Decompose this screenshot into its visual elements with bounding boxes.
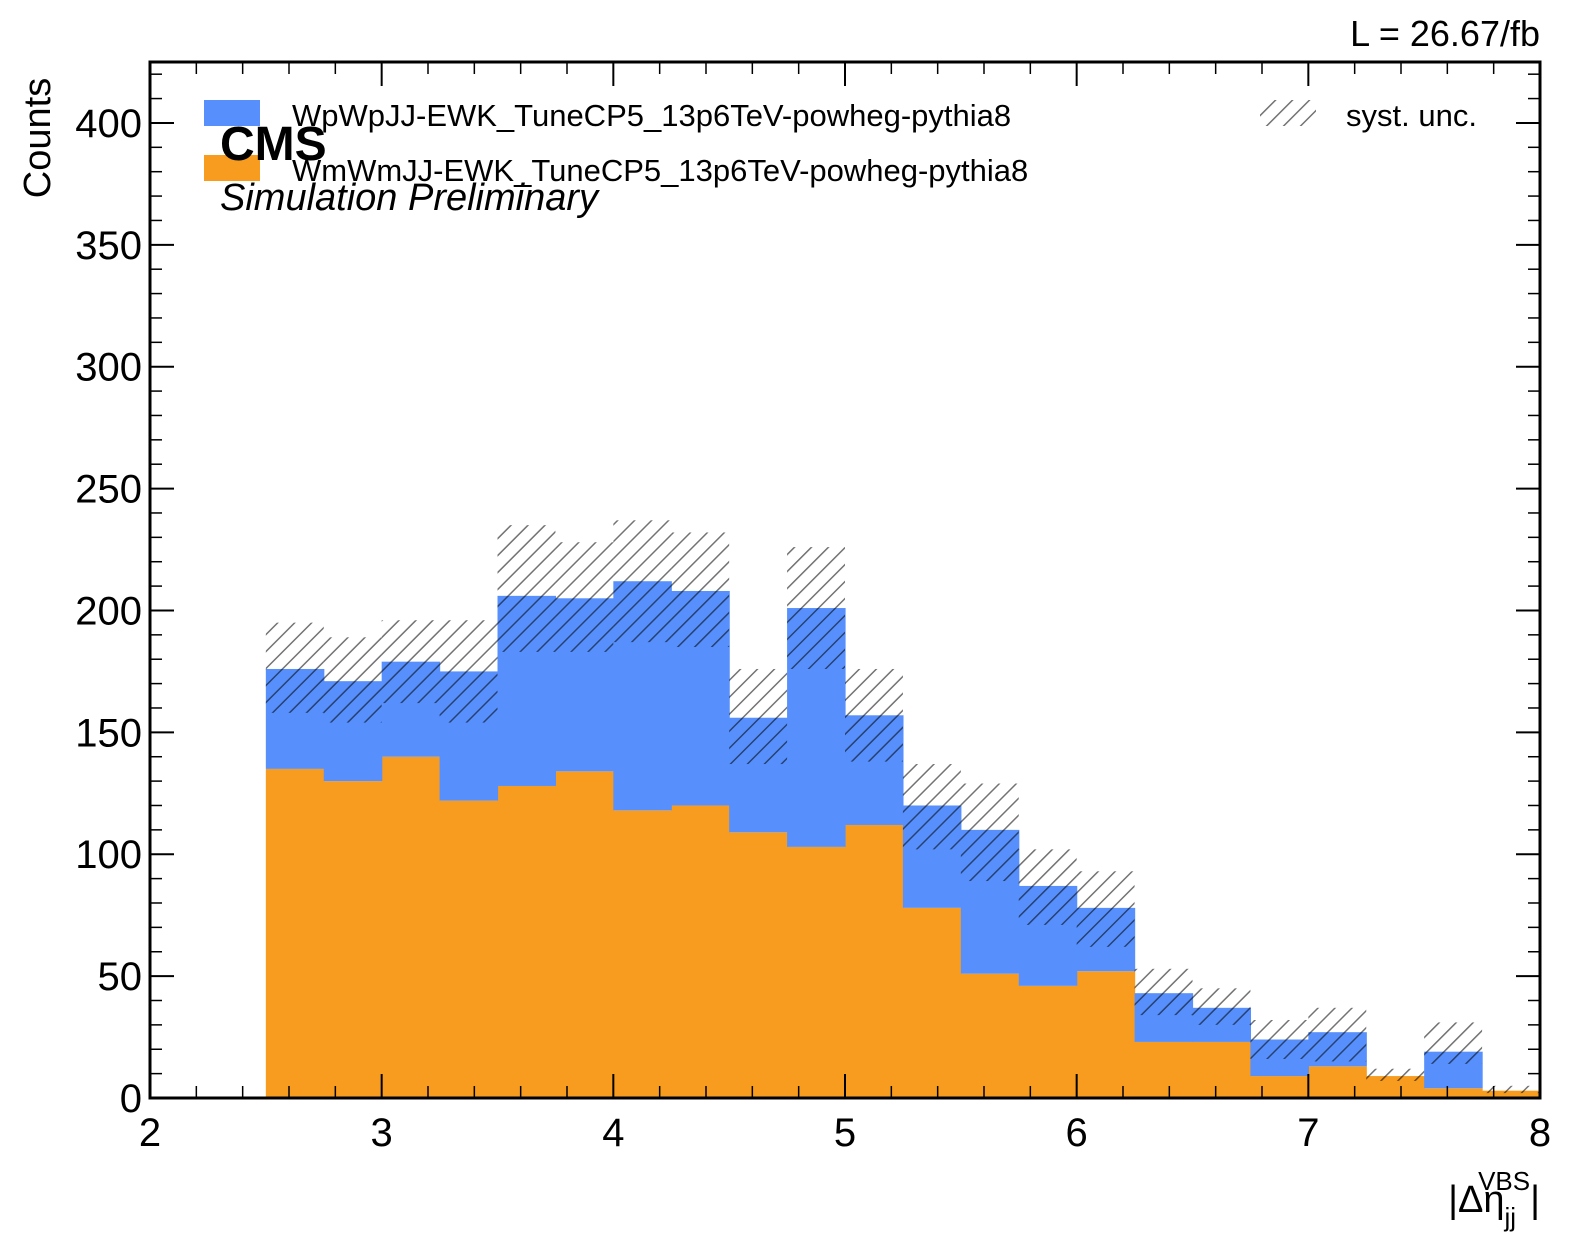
syst-band-6 <box>497 525 556 652</box>
x-tick-label: 5 <box>834 1111 856 1155</box>
syst-band-9 <box>671 532 730 648</box>
legend-swatch-wmwm <box>204 155 260 181</box>
bar-wmwm-13 <box>902 907 962 1098</box>
luminosity-label: L = 26.67/fb <box>1350 13 1540 54</box>
syst-band-12 <box>845 668 903 762</box>
bar-wmwm-6 <box>497 785 557 1098</box>
syst-band-23 <box>1482 1085 1540 1094</box>
syst-band-7 <box>555 542 614 652</box>
syst-band-2 <box>265 622 324 713</box>
bar-wmwm-15 <box>1018 985 1078 1098</box>
bar-wmwm-8 <box>613 810 672 1098</box>
tick-labels: 2 3 4 5 6 7 8 0 50 100 150 200 250 300 350 400 <box>75 102 1551 1155</box>
syst-band-21 <box>1366 1068 1425 1081</box>
syst-band-19 <box>1250 1019 1309 1059</box>
syst-band-10 <box>729 668 788 765</box>
bar-wmwm-7 <box>555 771 614 1098</box>
legend-swatch-wpwp <box>204 100 260 126</box>
y-tick-label: 50 <box>98 955 143 999</box>
bar-wmwm-14 <box>960 973 1020 1098</box>
bar-wmwm-9 <box>671 805 730 1098</box>
bar-wmwm-10 <box>729 832 788 1098</box>
bar-wmwm-4 <box>381 756 441 1098</box>
x-axis-title-subscript: jj <box>1504 1202 1517 1232</box>
x-tick-label: 4 <box>602 1111 624 1155</box>
x-tick-label: 6 <box>1066 1111 1088 1155</box>
legend: WpWpJJ-EWK_TuneCP5_13p6TeV-powheg-pythia… <box>204 98 1477 188</box>
bar-wmwm-22 <box>1424 1088 1483 1098</box>
legend-label-wpwp: WpWpJJ-EWK_TuneCP5_13p6TeV-powheg-pythia… <box>292 98 1011 133</box>
y-tick-label: 250 <box>75 468 142 512</box>
stacked-bars <box>265 581 1541 1098</box>
bar-wmwm-21 <box>1366 1076 1425 1098</box>
experiment-label: CMS <box>220 118 327 171</box>
x-axis-title: |Δηjj VBS| <box>1448 1166 1540 1232</box>
bar-wmwm-16 <box>1076 971 1136 1098</box>
syst-band-11 <box>787 547 845 669</box>
y-tick-label: 0 <box>120 1077 142 1121</box>
x-axis-title-end: | <box>1530 1179 1540 1221</box>
bar-wmwm-17 <box>1134 1041 1194 1098</box>
x-tick-label: 2 <box>139 1111 161 1155</box>
syst-band-3 <box>323 637 382 723</box>
bar-wmwm-12 <box>845 824 904 1098</box>
status-label: Simulation Preliminary <box>220 177 600 219</box>
syst-band-20 <box>1308 1007 1367 1062</box>
legend-swatch-syst <box>1260 100 1316 126</box>
bar-wmwm-23 <box>1482 1090 1541 1098</box>
x-axis-title-superscript: VBS <box>1478 1166 1530 1196</box>
x-tick-label: 7 <box>1297 1111 1319 1155</box>
x-tick-label: 3 <box>371 1111 393 1155</box>
syst-band-16 <box>1076 871 1135 947</box>
bar-wmwm-19 <box>1250 1076 1309 1098</box>
syst-band-13 <box>902 764 961 850</box>
y-tick-label: 350 <box>75 224 142 268</box>
syst-band-8 <box>613 520 672 643</box>
axis-ticks <box>149 62 1541 1099</box>
syst-band-17 <box>1134 968 1193 1016</box>
syst-band-18 <box>1192 988 1251 1025</box>
bar-wmwm-18 <box>1192 1041 1252 1098</box>
y-tick-label: 400 <box>75 102 142 146</box>
y-tick-label: 100 <box>75 833 142 877</box>
y-tick-label: 150 <box>75 711 142 755</box>
bar-wmwm-3 <box>323 781 383 1098</box>
syst-uncertainty-bands <box>265 520 1540 1094</box>
syst-band-15 <box>1018 849 1077 925</box>
x-axis-title-base: |Δη <box>1448 1179 1504 1221</box>
syst-band-22 <box>1424 1022 1483 1064</box>
x-tick-label: 8 <box>1529 1111 1551 1155</box>
legend-label-wmwm: WmWmJJ-EWK_TuneCP5_13p6TeV-powheg-pythia… <box>292 153 1028 188</box>
legend-label-syst: syst. unc. <box>1346 98 1477 133</box>
y-tick-label: 200 <box>75 589 142 633</box>
bar-wmwm-5 <box>439 800 499 1098</box>
y-tick-label: 300 <box>75 346 142 390</box>
bar-wmwm-2 <box>265 768 325 1098</box>
bar-wmwm-11 <box>787 846 846 1098</box>
bar-wmwm-20 <box>1308 1066 1367 1098</box>
syst-band-4 <box>381 620 440 704</box>
y-axis-title: Counts <box>17 78 59 198</box>
syst-band-5 <box>439 620 498 723</box>
syst-band-14 <box>960 783 1019 882</box>
